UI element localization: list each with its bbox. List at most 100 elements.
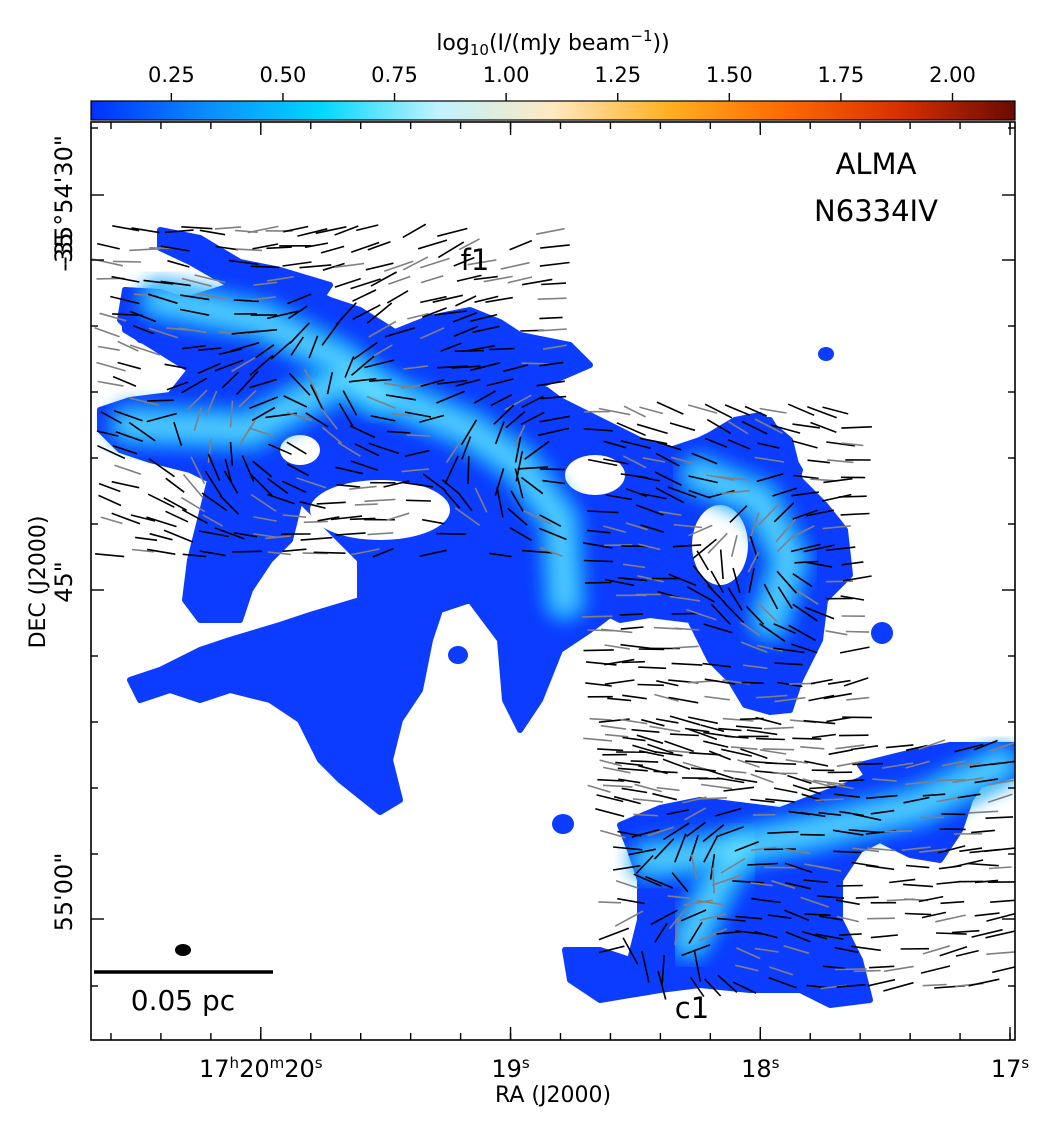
b-field-segment xyxy=(763,583,779,610)
b-field-segment xyxy=(840,512,870,516)
b-field-segment-marginal xyxy=(100,516,123,525)
b-field-segment xyxy=(732,880,764,884)
b-field-segment-marginal xyxy=(647,826,674,837)
b-field-segment xyxy=(494,421,505,445)
b-field-segment-marginal xyxy=(654,693,679,702)
b-field-segment xyxy=(308,335,319,359)
b-field-segment xyxy=(503,364,529,373)
b-field-segment xyxy=(305,412,329,428)
b-field-segment xyxy=(702,662,732,668)
b-field-segment xyxy=(320,245,345,254)
b-field-segment xyxy=(110,295,140,305)
b-field-segment-marginal xyxy=(835,968,867,971)
b-field-segment xyxy=(628,848,656,856)
b-field-segment xyxy=(542,479,566,485)
b-field-segment xyxy=(791,491,820,497)
b-field-segment xyxy=(692,565,714,591)
b-field-segment xyxy=(666,809,689,816)
b-field-segment xyxy=(214,359,244,372)
b-field-segment xyxy=(768,977,797,989)
b-field-segment-marginal xyxy=(633,813,659,817)
b-field-segment xyxy=(636,734,664,745)
b-field-segment xyxy=(800,811,826,818)
b-field-segment xyxy=(957,793,981,799)
b-field-segment xyxy=(350,278,381,290)
b-field-segment xyxy=(709,853,716,880)
b-field-segment-marginal xyxy=(622,563,646,569)
b-field-segment xyxy=(521,395,544,409)
b-field-segment-marginal xyxy=(852,847,880,853)
b-field-segment-marginal xyxy=(507,276,533,284)
b-field-segment xyxy=(100,411,122,424)
b-field-segment xyxy=(921,911,947,919)
b-field-segment xyxy=(656,441,682,451)
b-field-segment xyxy=(707,584,727,604)
b-field-segment xyxy=(96,242,120,250)
b-field-segment-marginal xyxy=(901,846,931,851)
b-field-segment-marginal xyxy=(707,532,728,554)
b-field-segment xyxy=(757,442,780,449)
b-field-segment-marginal xyxy=(542,344,567,350)
b-field-segment xyxy=(597,748,624,752)
b-field-segment-marginal xyxy=(267,551,291,556)
b-field-segment xyxy=(655,452,680,467)
b-field-segment-marginal xyxy=(129,344,161,356)
b-field-segment xyxy=(621,787,648,794)
b-field-segment-marginal xyxy=(112,260,142,263)
b-field-segment xyxy=(146,516,177,528)
b-field-segment-marginal xyxy=(589,717,612,721)
b-field-segment-marginal xyxy=(883,965,914,973)
b-field-segment-marginal xyxy=(253,516,277,522)
x-axis-title: RA (J2000) xyxy=(495,1083,611,1108)
b-field-segment xyxy=(613,795,641,805)
b-field-segment-marginal xyxy=(351,548,380,556)
b-field-segment xyxy=(524,440,550,460)
b-field-segment xyxy=(335,302,357,326)
y-axis-title: DEC (J2000) xyxy=(26,516,51,649)
b-field-segment-marginal xyxy=(474,487,488,513)
b-field-segment xyxy=(985,930,1015,939)
b-field-segment-marginal xyxy=(620,718,648,725)
b-field-segment-marginal xyxy=(800,896,829,908)
b-field-segment-marginal xyxy=(536,227,565,235)
b-field-segment xyxy=(744,405,768,417)
b-field-segment-marginal xyxy=(774,696,806,703)
b-field-segment xyxy=(722,601,745,624)
b-field-segment-marginal xyxy=(266,276,294,282)
b-field-segment-marginal xyxy=(445,442,460,463)
b-field-segment xyxy=(352,304,381,321)
b-field-segment xyxy=(955,949,979,957)
y-tick-label: -35°54'30" xyxy=(50,135,78,265)
b-field-segment xyxy=(818,811,842,816)
b-field-segment-marginal xyxy=(537,297,567,300)
b-field-segment xyxy=(437,241,465,259)
b-field-segment xyxy=(290,336,304,356)
b-field-segment xyxy=(688,489,711,499)
b-field-segment xyxy=(95,553,125,558)
b-field-segment xyxy=(215,245,239,251)
b-field-segment xyxy=(641,718,665,727)
b-field-segment-marginal xyxy=(668,907,688,930)
b-field-segment-marginal xyxy=(649,725,681,733)
b-field-segment-marginal xyxy=(514,424,526,447)
b-field-segment-marginal xyxy=(712,867,715,894)
b-field-segment-marginal xyxy=(872,778,897,782)
b-field-segment-marginal xyxy=(521,362,552,365)
b-field-segment-marginal xyxy=(792,525,815,538)
b-field-segment xyxy=(671,662,703,666)
b-field-segment xyxy=(432,294,463,303)
b-field-segment xyxy=(128,421,156,442)
b-field-segment xyxy=(806,509,835,517)
b-field-segment xyxy=(370,415,396,422)
b-field-segment xyxy=(214,527,245,540)
b-field-segment xyxy=(826,441,855,447)
b-field-segment-marginal xyxy=(754,947,779,953)
b-field-segment xyxy=(941,813,966,816)
b-field-segment xyxy=(198,347,222,351)
b-field-segment xyxy=(287,293,312,305)
b-field-segment-marginal xyxy=(846,696,870,701)
b-field-segment xyxy=(669,715,701,726)
b-field-segment xyxy=(313,551,346,554)
b-field-segment-marginal xyxy=(190,456,206,485)
b-field-segment xyxy=(809,786,837,790)
